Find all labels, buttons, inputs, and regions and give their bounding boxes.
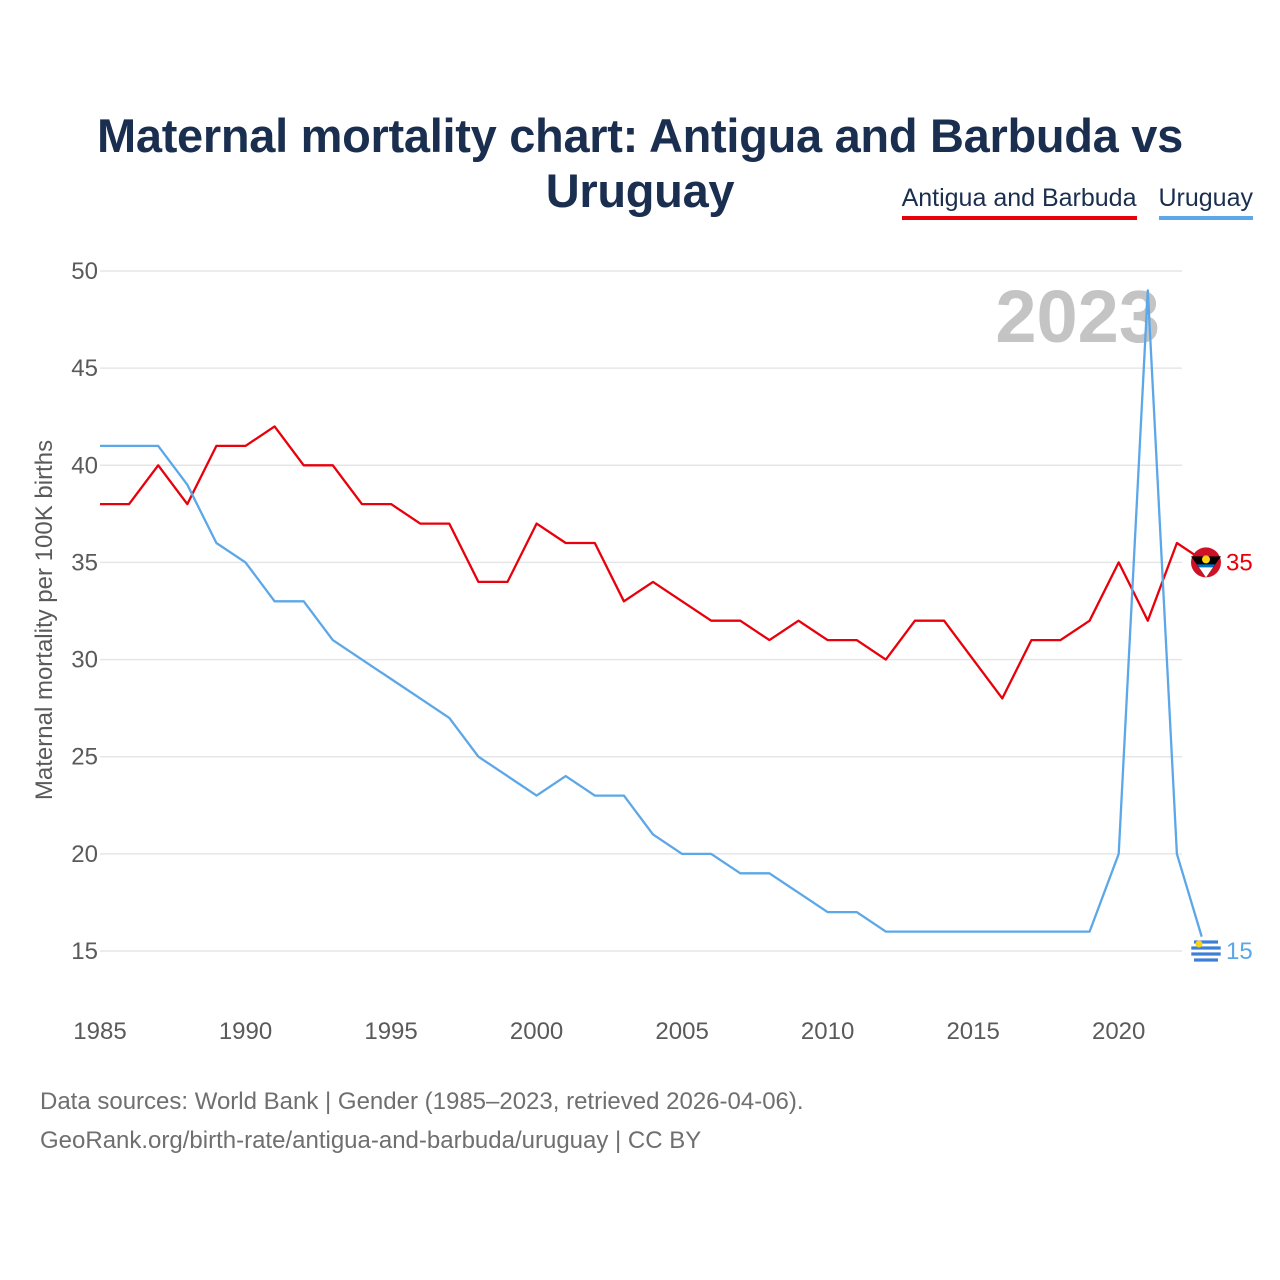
y-tick-label: 35	[71, 549, 98, 576]
y-tick-label: 15	[71, 938, 98, 965]
legend-item-uruguay[interactable]: Uruguay	[1158, 184, 1253, 220]
end-value-label: 15	[1226, 938, 1253, 965]
end-marker-antigua-and-barbuda: 35	[1191, 547, 1253, 578]
x-tick-labels: 1985 1990 1995 2000 2005 2010 2015 2020	[73, 1018, 1145, 1045]
y-axis-label: Maternal mortality per 100K births	[31, 440, 58, 800]
year-watermark: 2023	[995, 275, 1160, 358]
y-tick-label: 30	[71, 647, 98, 674]
x-tick-label: 2010	[801, 1018, 854, 1045]
x-tick-label: 2015	[946, 1018, 999, 1045]
y-tick-label: 25	[71, 744, 98, 771]
y-tick-label: 50	[71, 258, 98, 285]
y-tick-labels: 15 20 25 30 35 40 45 50	[71, 258, 98, 965]
x-tick-label: 1985	[73, 1018, 126, 1045]
y-tick-label: 45	[71, 355, 98, 382]
x-tick-label: 1990	[219, 1018, 272, 1045]
legend-item-antigua-and-barbuda[interactable]: Antigua and Barbuda	[901, 184, 1137, 220]
gridlines	[100, 270, 1182, 952]
series-line-uruguay[interactable]	[100, 289, 1208, 952]
x-tick-label: 2020	[1092, 1018, 1145, 1045]
x-tick-label: 1995	[364, 1018, 417, 1045]
series-lines	[100, 289, 1208, 952]
end-value-label: 35	[1226, 549, 1253, 576]
footer-credit: GeoRank.org/birth-rate/antigua-and-barbu…	[40, 1127, 702, 1154]
y-tick-label: 20	[71, 841, 98, 868]
series-line-antigua-and-barbuda[interactable]	[100, 425, 1207, 700]
y-tick-label: 40	[71, 452, 98, 479]
chart-title: Maternal mortality chart: Antigua and Ba…	[97, 109, 1183, 217]
legend: Antigua and Barbuda Uruguay	[901, 184, 1253, 220]
footer-sources: Data sources: World Bank | Gender (1985–…	[40, 1088, 804, 1115]
end-marker-uruguay: 15	[1191, 936, 1253, 966]
x-tick-label: 2005	[655, 1018, 708, 1045]
x-tick-label: 2000	[510, 1018, 563, 1045]
series-end-markers: 35 15	[1191, 547, 1253, 966]
